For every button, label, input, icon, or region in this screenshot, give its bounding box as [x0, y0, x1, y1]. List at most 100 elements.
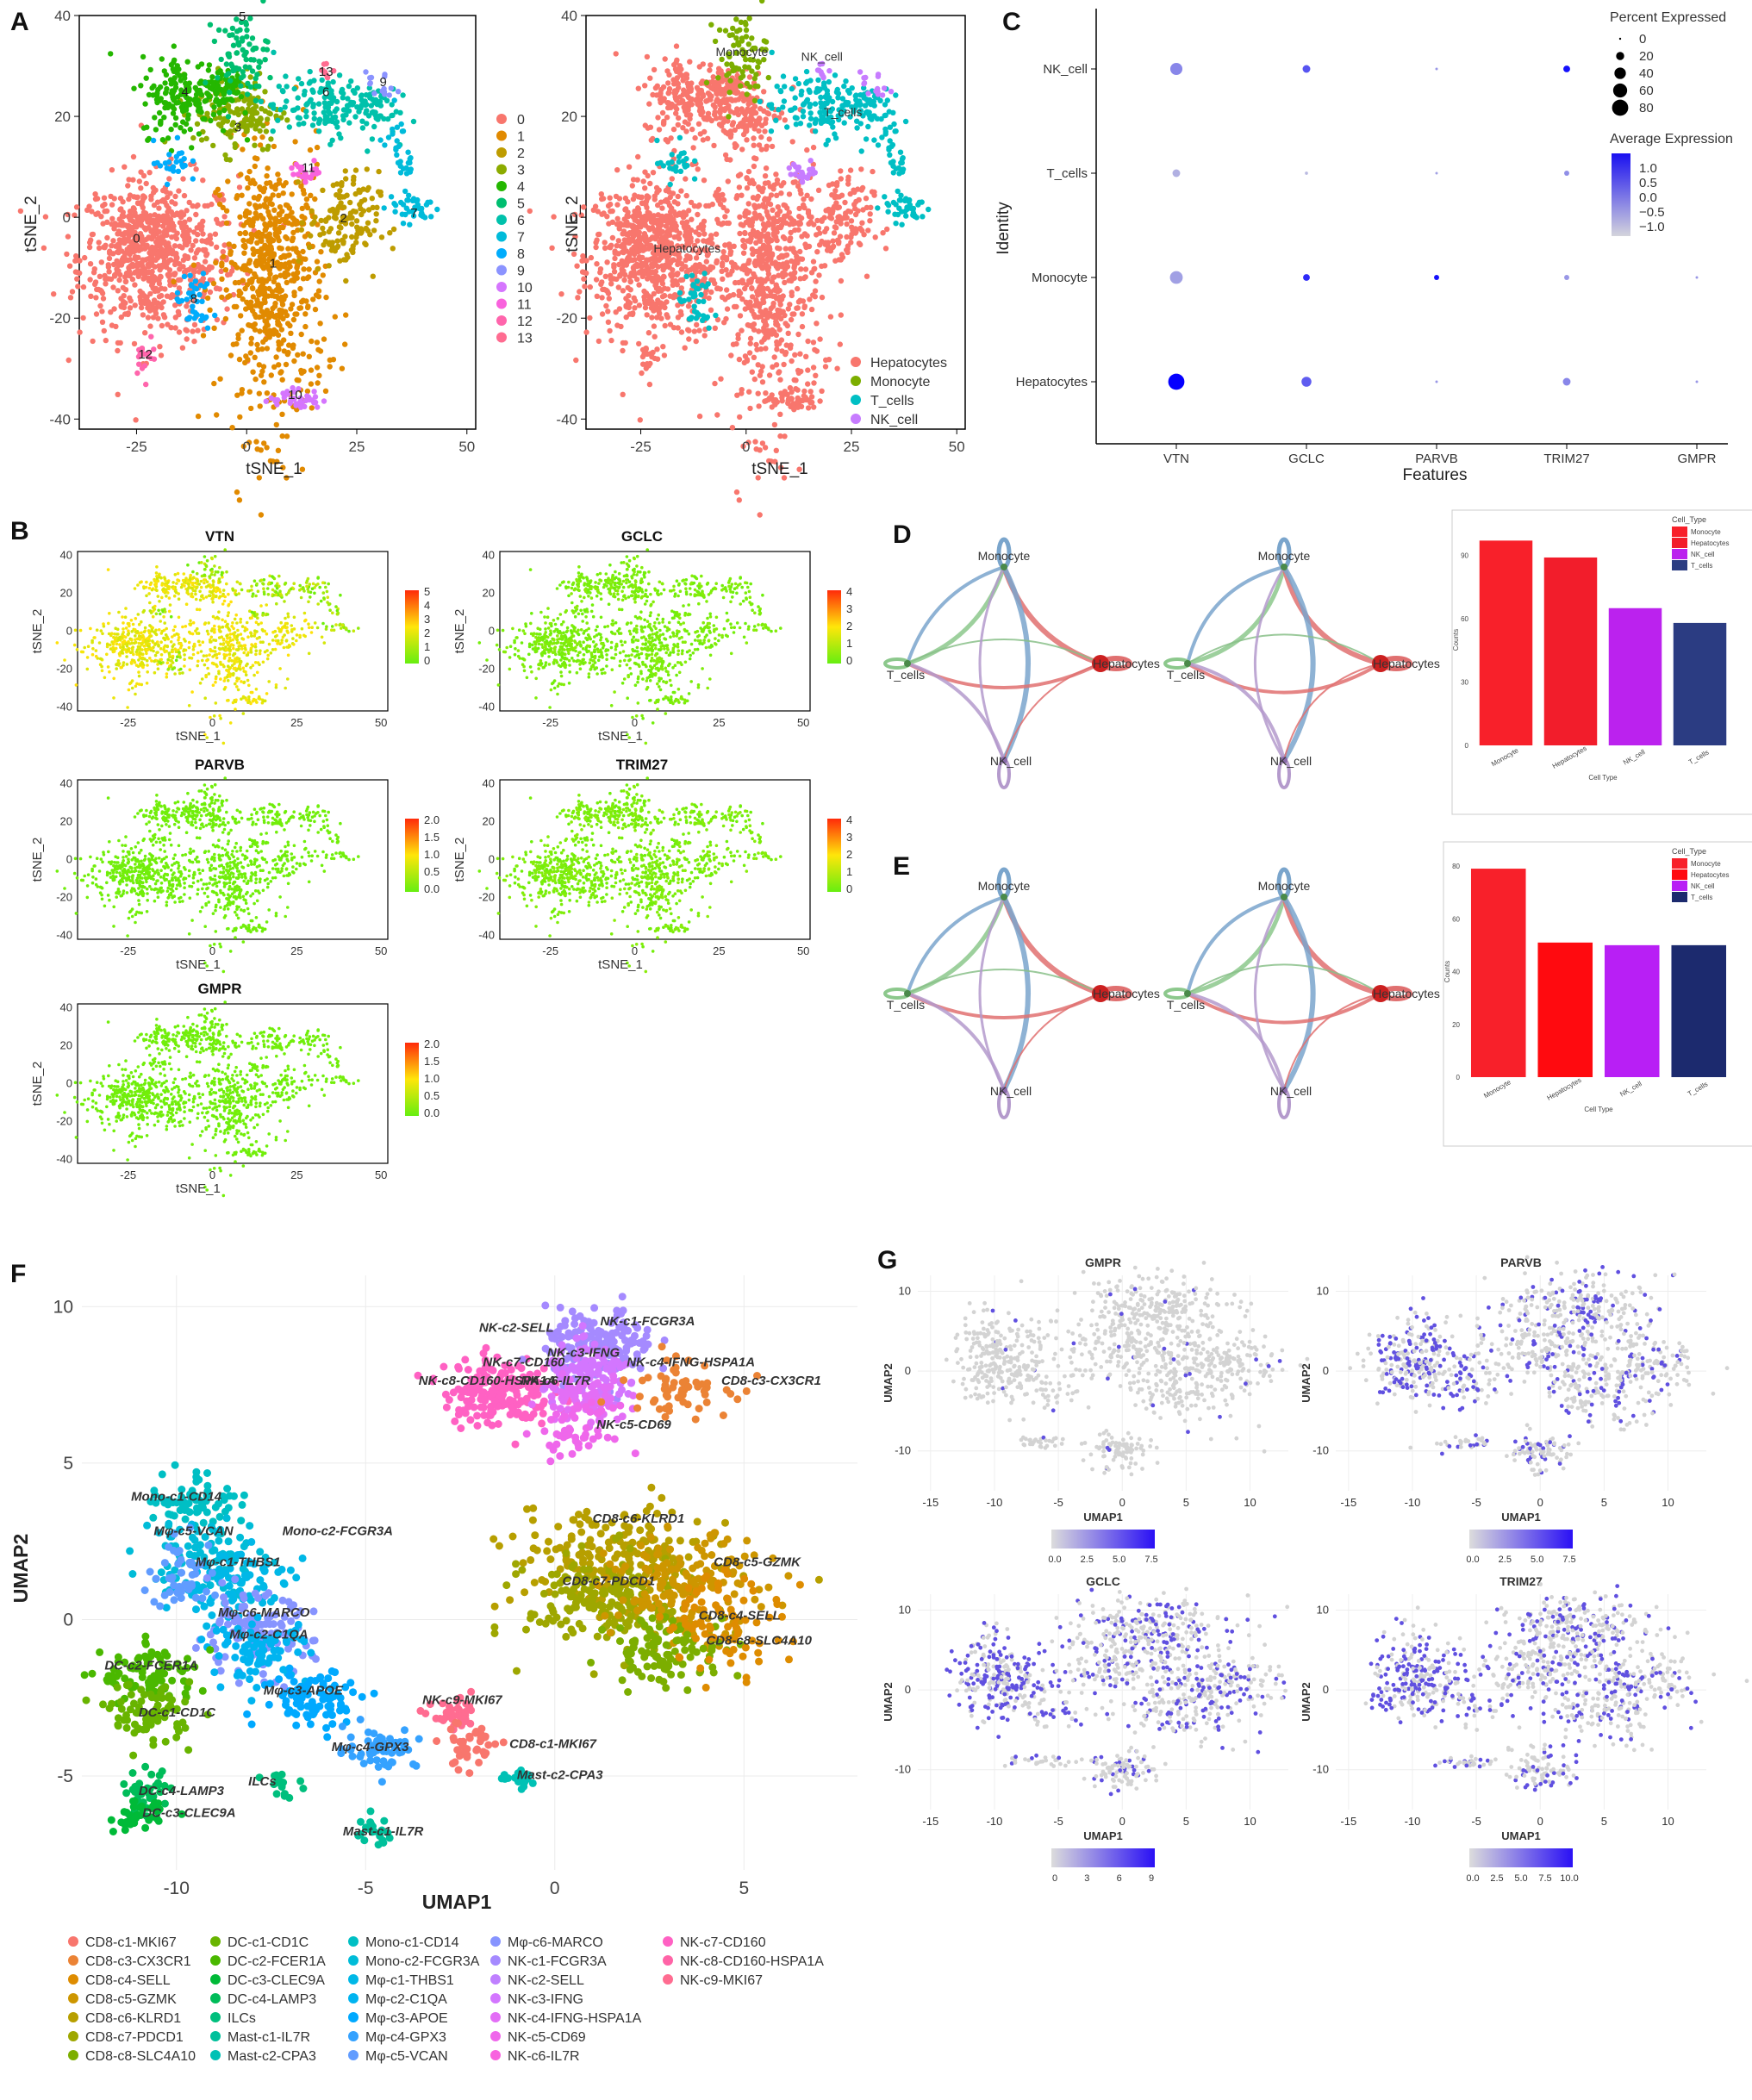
- cell-point: [724, 220, 730, 227]
- cell-point: [122, 236, 128, 242]
- cell-point: [689, 272, 695, 278]
- cell-point: [803, 244, 809, 251]
- cell-point: [320, 187, 326, 193]
- cell-point: [832, 193, 839, 199]
- cell-point: [747, 84, 753, 90]
- cell-point: [841, 120, 847, 126]
- cluster-number-label: 8: [190, 292, 197, 307]
- cell-point: [785, 306, 791, 312]
- cell-point: [695, 121, 702, 127]
- cell-point: [926, 206, 932, 213]
- cell-point: [795, 285, 801, 292]
- cell-point: [758, 146, 764, 153]
- cell-point: [394, 124, 401, 130]
- cell-point: [622, 340, 628, 346]
- cell-point: [788, 342, 794, 348]
- cell-point: [852, 93, 858, 99]
- cell-point: [115, 347, 121, 354]
- cell-point: [920, 214, 926, 220]
- cell-point: [127, 192, 134, 198]
- cell-point: [189, 283, 195, 289]
- cell-point: [117, 207, 123, 213]
- cell-point: [865, 90, 871, 97]
- cell-point: [259, 368, 265, 375]
- cell-point: [202, 284, 208, 290]
- cell-point: [751, 354, 758, 360]
- cell-point: [352, 90, 358, 97]
- cell-point: [153, 92, 160, 98]
- cell-point: [169, 221, 176, 227]
- cell-point: [149, 268, 155, 275]
- cell-point: [236, 184, 243, 190]
- cell-point: [745, 260, 751, 266]
- cell-point: [616, 306, 623, 312]
- cell-point: [765, 334, 771, 340]
- cell-point: [656, 308, 662, 315]
- cell-point: [595, 231, 602, 238]
- cell-point: [678, 188, 684, 194]
- cell-point: [717, 201, 724, 208]
- cluster-number-label: 7: [410, 206, 417, 221]
- cell-point: [863, 136, 870, 142]
- cell-point: [778, 183, 784, 189]
- cell-point: [664, 286, 671, 292]
- cell-point: [815, 187, 822, 193]
- cell-point: [630, 257, 636, 264]
- cell-point: [644, 312, 650, 318]
- cell-point: [672, 103, 678, 109]
- cell-point: [634, 177, 640, 183]
- cell-point: [112, 273, 118, 279]
- cell-point: [833, 219, 839, 225]
- cell-point: [271, 327, 277, 333]
- cell-point: [615, 251, 621, 257]
- cell-point: [613, 51, 619, 57]
- cell-point: [765, 74, 771, 81]
- cell-point: [228, 61, 234, 67]
- cell-point: [647, 351, 654, 357]
- cell-point: [111, 226, 117, 232]
- cell-point: [273, 354, 279, 360]
- cell-point: [125, 257, 131, 264]
- cell-point: [768, 128, 775, 134]
- x-tick-label: 0: [742, 439, 750, 455]
- cell-point: [392, 209, 398, 215]
- cell-point: [320, 272, 326, 278]
- legend-dot: [496, 164, 507, 175]
- cell-point: [371, 90, 377, 97]
- cell-point: [699, 107, 705, 114]
- celltype-label: Hepatocytes: [653, 241, 720, 255]
- cell-point: [721, 91, 727, 97]
- cell-point: [769, 278, 776, 284]
- cell-point: [244, 34, 250, 40]
- cell-point: [152, 212, 158, 218]
- cell-point: [250, 369, 256, 375]
- cell-point: [732, 279, 739, 286]
- x-tick-label: 0: [242, 439, 250, 455]
- legend-dot: [496, 114, 507, 124]
- cell-point: [686, 327, 692, 333]
- cell-point: [863, 74, 869, 81]
- cell-point: [740, 250, 747, 256]
- cell-point: [311, 110, 317, 116]
- cell-point: [692, 158, 698, 164]
- celltype-label: T_cells: [824, 105, 862, 119]
- cell-point: [751, 142, 757, 148]
- cell-point: [65, 234, 72, 240]
- cell-point: [808, 306, 815, 313]
- cell-point: [330, 182, 336, 189]
- cell-point: [770, 327, 776, 333]
- cell-point: [708, 62, 714, 68]
- cell-point: [762, 128, 768, 134]
- cell-point: [252, 163, 258, 170]
- cell-point: [404, 197, 410, 203]
- cell-point: [778, 295, 785, 301]
- cluster-number-label: 0: [133, 231, 140, 246]
- cell-point: [311, 115, 317, 122]
- cell-point: [755, 59, 761, 65]
- cell-point: [245, 300, 252, 307]
- cell-point: [253, 97, 259, 104]
- cell-point: [633, 228, 639, 234]
- cell-point: [381, 115, 387, 122]
- cell-point: [329, 240, 335, 246]
- cluster-number-label: 12: [138, 347, 153, 362]
